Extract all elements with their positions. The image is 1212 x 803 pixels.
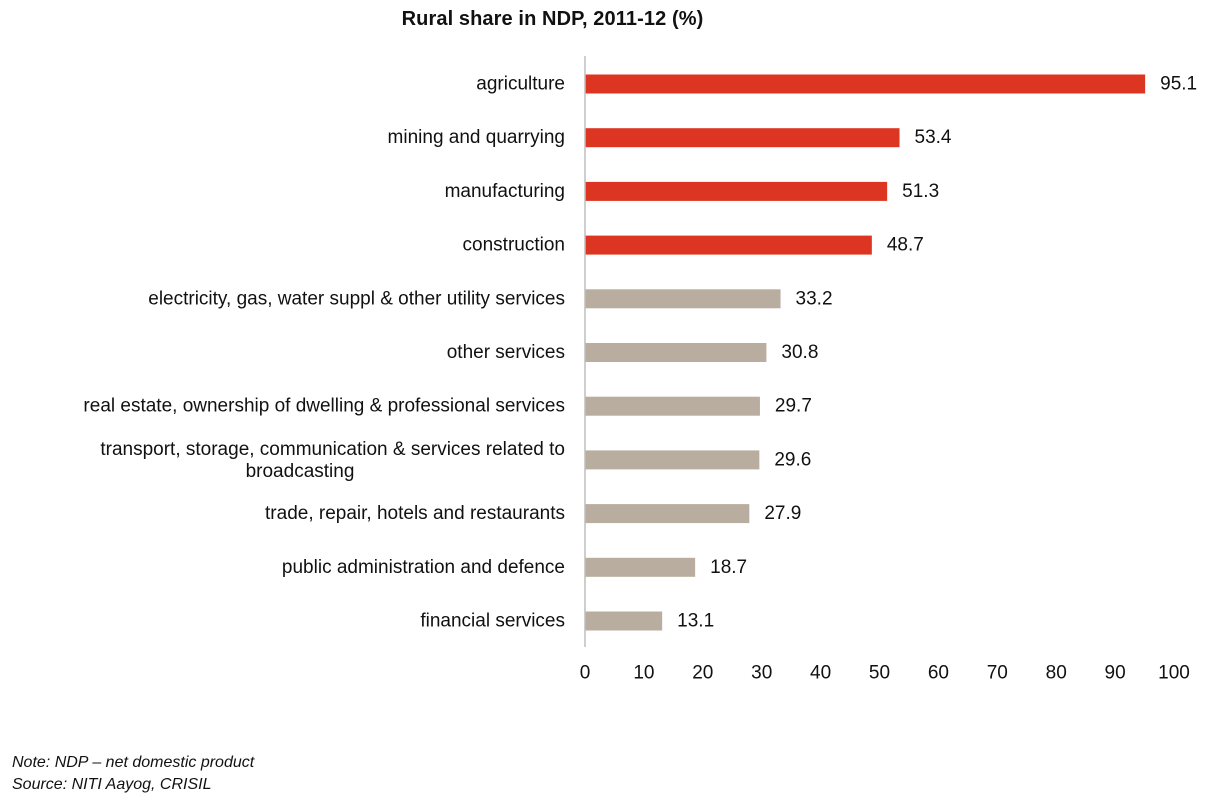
- bar-7: [585, 450, 760, 470]
- bar-4: [585, 289, 781, 309]
- value-label-0: 95.1: [1160, 74, 1197, 95]
- footnotes: Note: NDP – net domestic product Source:…: [12, 752, 254, 796]
- category-label-1: mining and quarrying: [388, 127, 565, 148]
- x-tick-90: 90: [1105, 663, 1126, 684]
- category-label-8: trade, repair, hotels and restaurants: [265, 503, 565, 524]
- x-tick-10: 10: [633, 663, 654, 684]
- category-label-10: financial services: [420, 611, 565, 632]
- value-label-2: 51.3: [902, 181, 939, 202]
- value-label-8: 27.9: [764, 503, 801, 524]
- bar-8: [585, 504, 750, 524]
- category-label-line: broadcasting: [246, 460, 355, 481]
- value-label-6: 29.7: [775, 396, 812, 417]
- category-labels: agriculture mining and quarrying manufactu…: [83, 74, 565, 632]
- category-label-4: electricity, gas, water suppl & other ut…: [148, 288, 565, 309]
- value-label-5: 30.8: [781, 342, 818, 363]
- x-axis-tick-labels: 0 10 20 30 40 50 60 70 80 90 100: [580, 663, 1190, 684]
- value-label-7: 29.6: [774, 449, 811, 470]
- x-tick-40: 40: [810, 663, 831, 684]
- category-label-3: construction: [463, 235, 565, 256]
- bar-2: [585, 181, 888, 201]
- value-label-1: 53.4: [915, 127, 952, 148]
- bar-1: [585, 128, 900, 148]
- x-tick-60: 60: [928, 663, 949, 684]
- bars-layer: [585, 74, 1146, 631]
- x-tick-30: 30: [751, 663, 772, 684]
- category-label-line: transport, storage, communication & serv…: [100, 438, 565, 459]
- category-label-2: manufacturing: [445, 181, 565, 202]
- x-tick-80: 80: [1046, 663, 1067, 684]
- bar-5: [585, 343, 767, 362]
- category-label-6: real estate, ownership of dwelling & pro…: [83, 396, 565, 417]
- category-label-0: agriculture: [476, 74, 565, 95]
- value-label-10: 13.1: [677, 611, 714, 632]
- value-label-9: 18.7: [710, 557, 747, 578]
- x-tick-50: 50: [869, 663, 890, 684]
- bar-10: [585, 611, 663, 631]
- bar-9: [585, 557, 696, 577]
- x-tick-100: 100: [1158, 663, 1190, 684]
- bar-3: [585, 235, 872, 255]
- bar-6: [585, 396, 760, 416]
- source-text: Source: NITI Aayog, CRISIL: [12, 776, 212, 793]
- category-label-9: public administration and defence: [282, 557, 565, 578]
- x-tick-0: 0: [580, 663, 591, 684]
- value-labels: 95.1 53.4 51.3 48.7 33.2 30.8 29.7 29.6 27.9 18.7…: [677, 74, 1197, 632]
- value-label-3: 48.7: [887, 235, 924, 256]
- category-label-5: other services: [447, 342, 565, 363]
- x-tick-70: 70: [987, 663, 1008, 684]
- x-tick-20: 20: [692, 663, 713, 684]
- value-label-4: 33.2: [796, 288, 833, 309]
- category-label-7: transport, storage, communication & serv…: [100, 438, 565, 481]
- chart-title: Rural share in NDP, 2011-12 (%): [401, 8, 704, 30]
- note-text: Note: NDP – net domestic product: [12, 754, 255, 771]
- bar-0: [585, 74, 1146, 94]
